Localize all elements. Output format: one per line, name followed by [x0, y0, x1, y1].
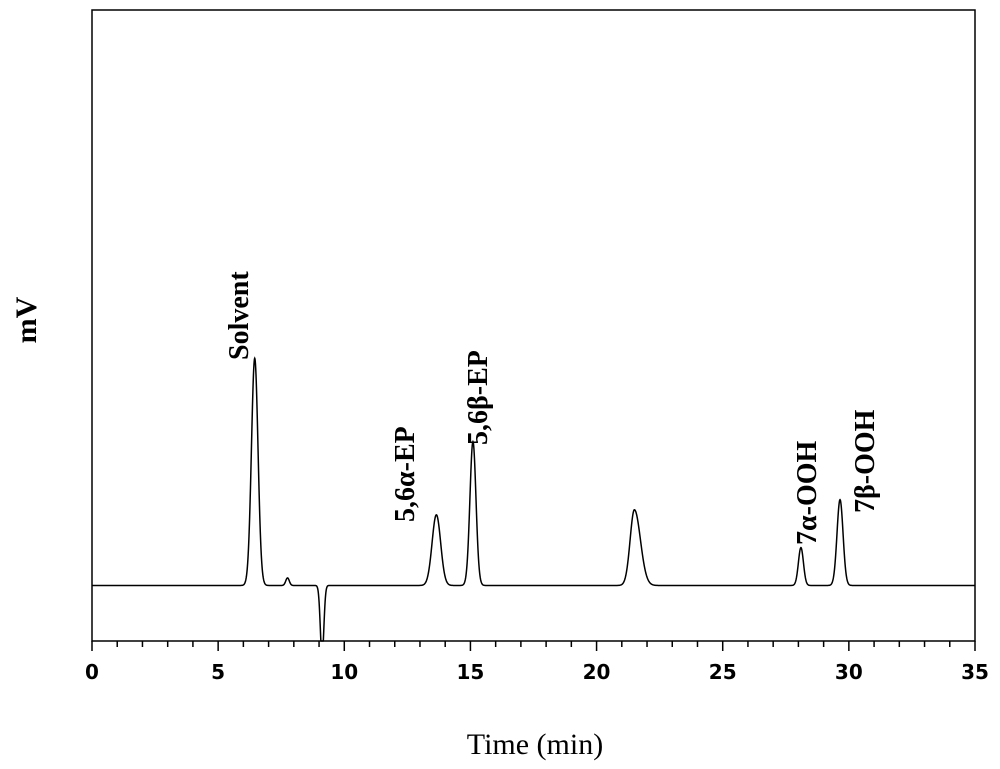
peak-label-7-beta-ooh: 7β-OOH: [850, 409, 881, 513]
plot-frame: [91, 9, 976, 642]
x-tick-label: 10: [330, 660, 358, 684]
x-tick-label: 0: [85, 660, 99, 684]
peak-label-solvent: Solvent: [224, 271, 255, 360]
peak-label-7-alpha-ooh: 7α-OOH: [792, 440, 823, 545]
x-tick-label: 5: [211, 660, 225, 684]
x-axis-tick-labels: 0 5 10 15 20 25 30 35: [85, 660, 989, 684]
peak-label-5-6-beta-ep: 5,6β-EP: [463, 350, 494, 445]
x-tick-label: 30: [835, 660, 863, 684]
chromatogram-trace: [92, 356, 975, 642]
x-axis-ticks: [91, 641, 976, 651]
x-axis-title: Time (min): [467, 728, 603, 761]
x-tick-label: 25: [709, 660, 737, 684]
x-tick-label: 20: [583, 660, 611, 684]
x-tick-label: 35: [961, 660, 989, 684]
peak-label-5-6-alpha-ep: 5,6α-EP: [390, 426, 421, 522]
x-tick-label: 15: [457, 660, 485, 684]
y-axis-title: mV: [10, 296, 43, 343]
